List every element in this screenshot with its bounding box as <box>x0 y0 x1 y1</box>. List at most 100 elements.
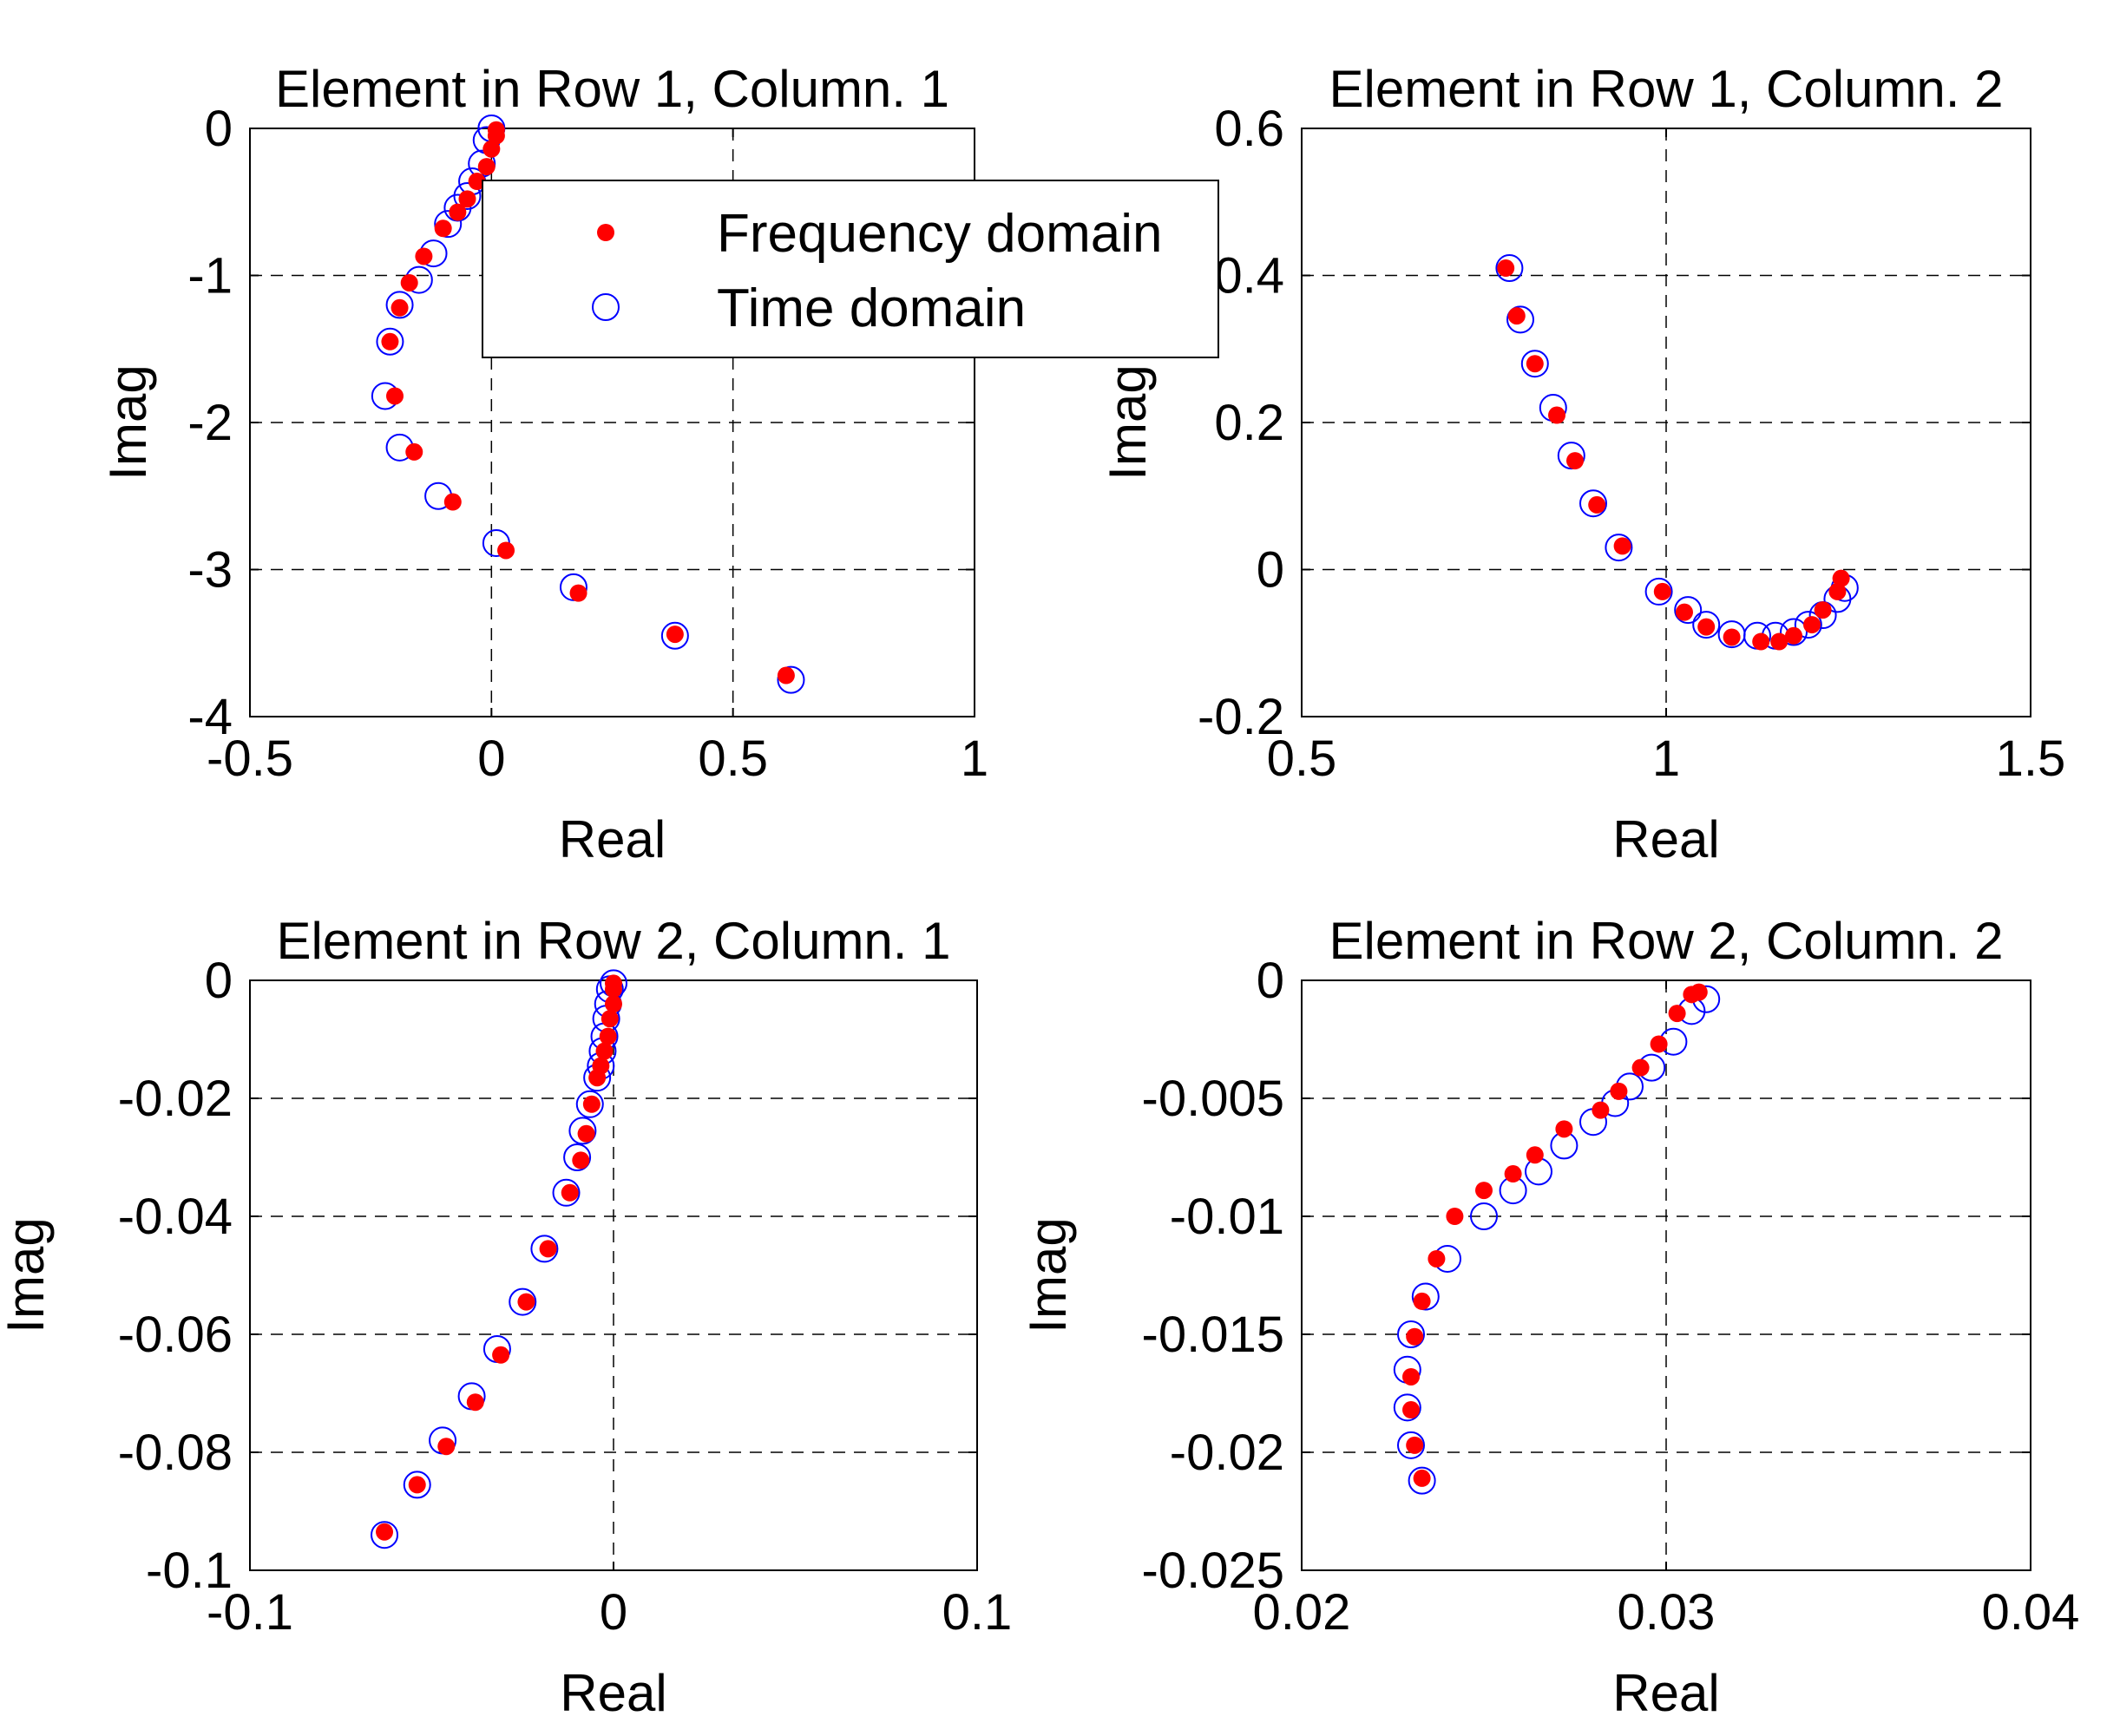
frequency-domain-point <box>1653 582 1671 600</box>
y-tick-label: 0 <box>205 101 233 157</box>
x-tick-label: 1.5 <box>1996 730 2066 787</box>
frequency-domain-point <box>1507 307 1526 325</box>
x-axis-label: Real <box>1612 1664 1719 1722</box>
frequency-domain-point <box>1588 495 1606 514</box>
frequency-domain-point <box>434 219 452 238</box>
time-domain-point <box>376 327 404 356</box>
frequency-domain-point <box>1613 537 1631 555</box>
subplot-4: 0.02 0.03 0.04 -0.025 -0.02 -0.015 -0.01 -0.005… <box>1019 912 2079 1722</box>
time-domain-point <box>1605 534 1633 562</box>
frequency-domain-point <box>1504 1165 1522 1183</box>
frequency-domain-point <box>1428 1249 1446 1268</box>
frequency-domain-point <box>1592 1101 1610 1119</box>
frequency-domain-point <box>408 1476 426 1494</box>
time-domain-point <box>1408 1466 1436 1495</box>
y-tick-label: -0.04 <box>118 1189 233 1245</box>
frequency-domain-point <box>572 1151 590 1169</box>
y-axis-label: Imag <box>0 1217 55 1333</box>
y-tick-label: -3 <box>187 542 233 599</box>
frequency-domain-point <box>449 203 467 221</box>
x-axis-label: Real <box>559 810 666 868</box>
y-axis-label: Imag <box>1019 1217 1077 1333</box>
x-tick-label: 0.04 <box>1982 1584 2080 1641</box>
time-domain-point <box>1495 254 1524 283</box>
frequency-domain-point <box>1413 1469 1431 1487</box>
frequency-domain-point <box>466 1393 484 1412</box>
frequency-domain-point <box>468 173 486 191</box>
x-axis-label: Real <box>560 1664 666 1722</box>
frequency-domain-point <box>1446 1208 1464 1225</box>
frequency-domain-point <box>517 1293 535 1311</box>
y-tick-label: -0.1 <box>146 1543 233 1599</box>
time-domain-point <box>371 1521 399 1549</box>
time-domain-point <box>575 1090 604 1118</box>
y-tick-label: -0.015 <box>1142 1307 1284 1363</box>
time-domain-point <box>434 210 463 239</box>
subplot-title: Element in Row 1, Column. 1 <box>275 60 949 118</box>
frequency-domain-point <box>437 1438 456 1456</box>
frequency-domain-point <box>1402 1367 1420 1386</box>
y-tick-label: 0.2 <box>1214 395 1284 451</box>
y-tick-label: -0.025 <box>1142 1543 1284 1599</box>
time-domain-point <box>453 181 482 210</box>
frequency-domain-point <box>1406 1436 1424 1454</box>
y-axis-label: Imag <box>1099 364 1157 480</box>
x-tick-label: 0.5 <box>1267 730 1337 787</box>
frequency-domain-point <box>1526 1146 1544 1164</box>
time-domain-point <box>552 1178 581 1207</box>
y-tick-label: -0.06 <box>118 1307 233 1363</box>
y-tick-label: 0.6 <box>1214 101 1284 157</box>
frequency-domain-point <box>1548 406 1565 424</box>
frequency-domain-point <box>391 298 409 317</box>
frequency-domain-point <box>1785 626 1802 645</box>
time-domain-point <box>403 1471 431 1499</box>
x-tick-label: 0.03 <box>1618 1584 1716 1641</box>
frequency-domain-point <box>1497 259 1515 278</box>
subplot-2: 0.5 1 1.5 -0.2 0 0.2 0.4 0.6 Element in Row 1, C… <box>1099 60 2065 868</box>
y-tick-label: -1 <box>187 248 233 305</box>
frequency-domain-point <box>605 974 622 992</box>
frequency-domain-point <box>487 121 505 139</box>
x-tick-label: -0.1 <box>207 1584 293 1641</box>
frequency-domain-point <box>482 140 501 158</box>
frequency-domain-point <box>777 666 795 685</box>
y-tick-label: -0.02 <box>118 1071 233 1127</box>
subplot-3: -0.1 0 0.1 -0.1 -0.08 -0.06 -0.04 -0.02 0 Element… <box>0 912 1012 1722</box>
frequency-domain-point <box>1555 1120 1573 1138</box>
frequency-domain-point <box>1832 569 1850 587</box>
time-domain-point <box>530 1235 559 1263</box>
subplot-title: Element in Row 2, Column. 2 <box>1329 912 2003 970</box>
x-tick-label: 1 <box>1652 730 1680 787</box>
axes-frame <box>1301 979 2031 1571</box>
frequency-domain-point <box>1475 1182 1493 1200</box>
frequency-domain-point <box>1631 1058 1650 1077</box>
axes-frame <box>249 128 975 717</box>
x-tick-label: -0.5 <box>207 730 293 787</box>
frequency-domain-point <box>605 995 622 1013</box>
subplot-title: Element in Row 1, Column. 2 <box>1329 60 2003 118</box>
frequency-domain-point <box>1610 1082 1628 1100</box>
time-domain-point <box>385 291 414 319</box>
frequency-domain-point <box>458 190 476 208</box>
frequency-domain-point <box>1668 1005 1686 1023</box>
time-domain-point <box>568 1117 597 1145</box>
legend: Frequency domain Time domain <box>482 180 1219 358</box>
frequency-domain-point <box>595 1042 614 1060</box>
frequency-domain-point <box>1828 582 1847 600</box>
axes-frame <box>1301 128 2031 717</box>
y-tick-label: -4 <box>187 689 233 745</box>
x-axis-label: Real <box>1612 810 1719 868</box>
frequency-domain-point <box>1803 616 1821 634</box>
y-tick-label: 0 <box>1257 542 1284 599</box>
frequency-domain-point <box>443 493 462 511</box>
time-domain-point <box>777 665 805 694</box>
time-domain-point <box>1470 1202 1498 1230</box>
y-tick-label: -0.005 <box>1142 1071 1284 1127</box>
y-tick-label: 0.4 <box>1214 248 1284 305</box>
subplot-title: Element in Row 2, Column. 1 <box>276 912 950 970</box>
y-tick-label: -0.01 <box>1170 1189 1284 1245</box>
frequency-domain-point <box>1723 628 1741 646</box>
frequency-domain-point <box>1402 1401 1420 1419</box>
time-domain-point <box>1692 611 1721 639</box>
